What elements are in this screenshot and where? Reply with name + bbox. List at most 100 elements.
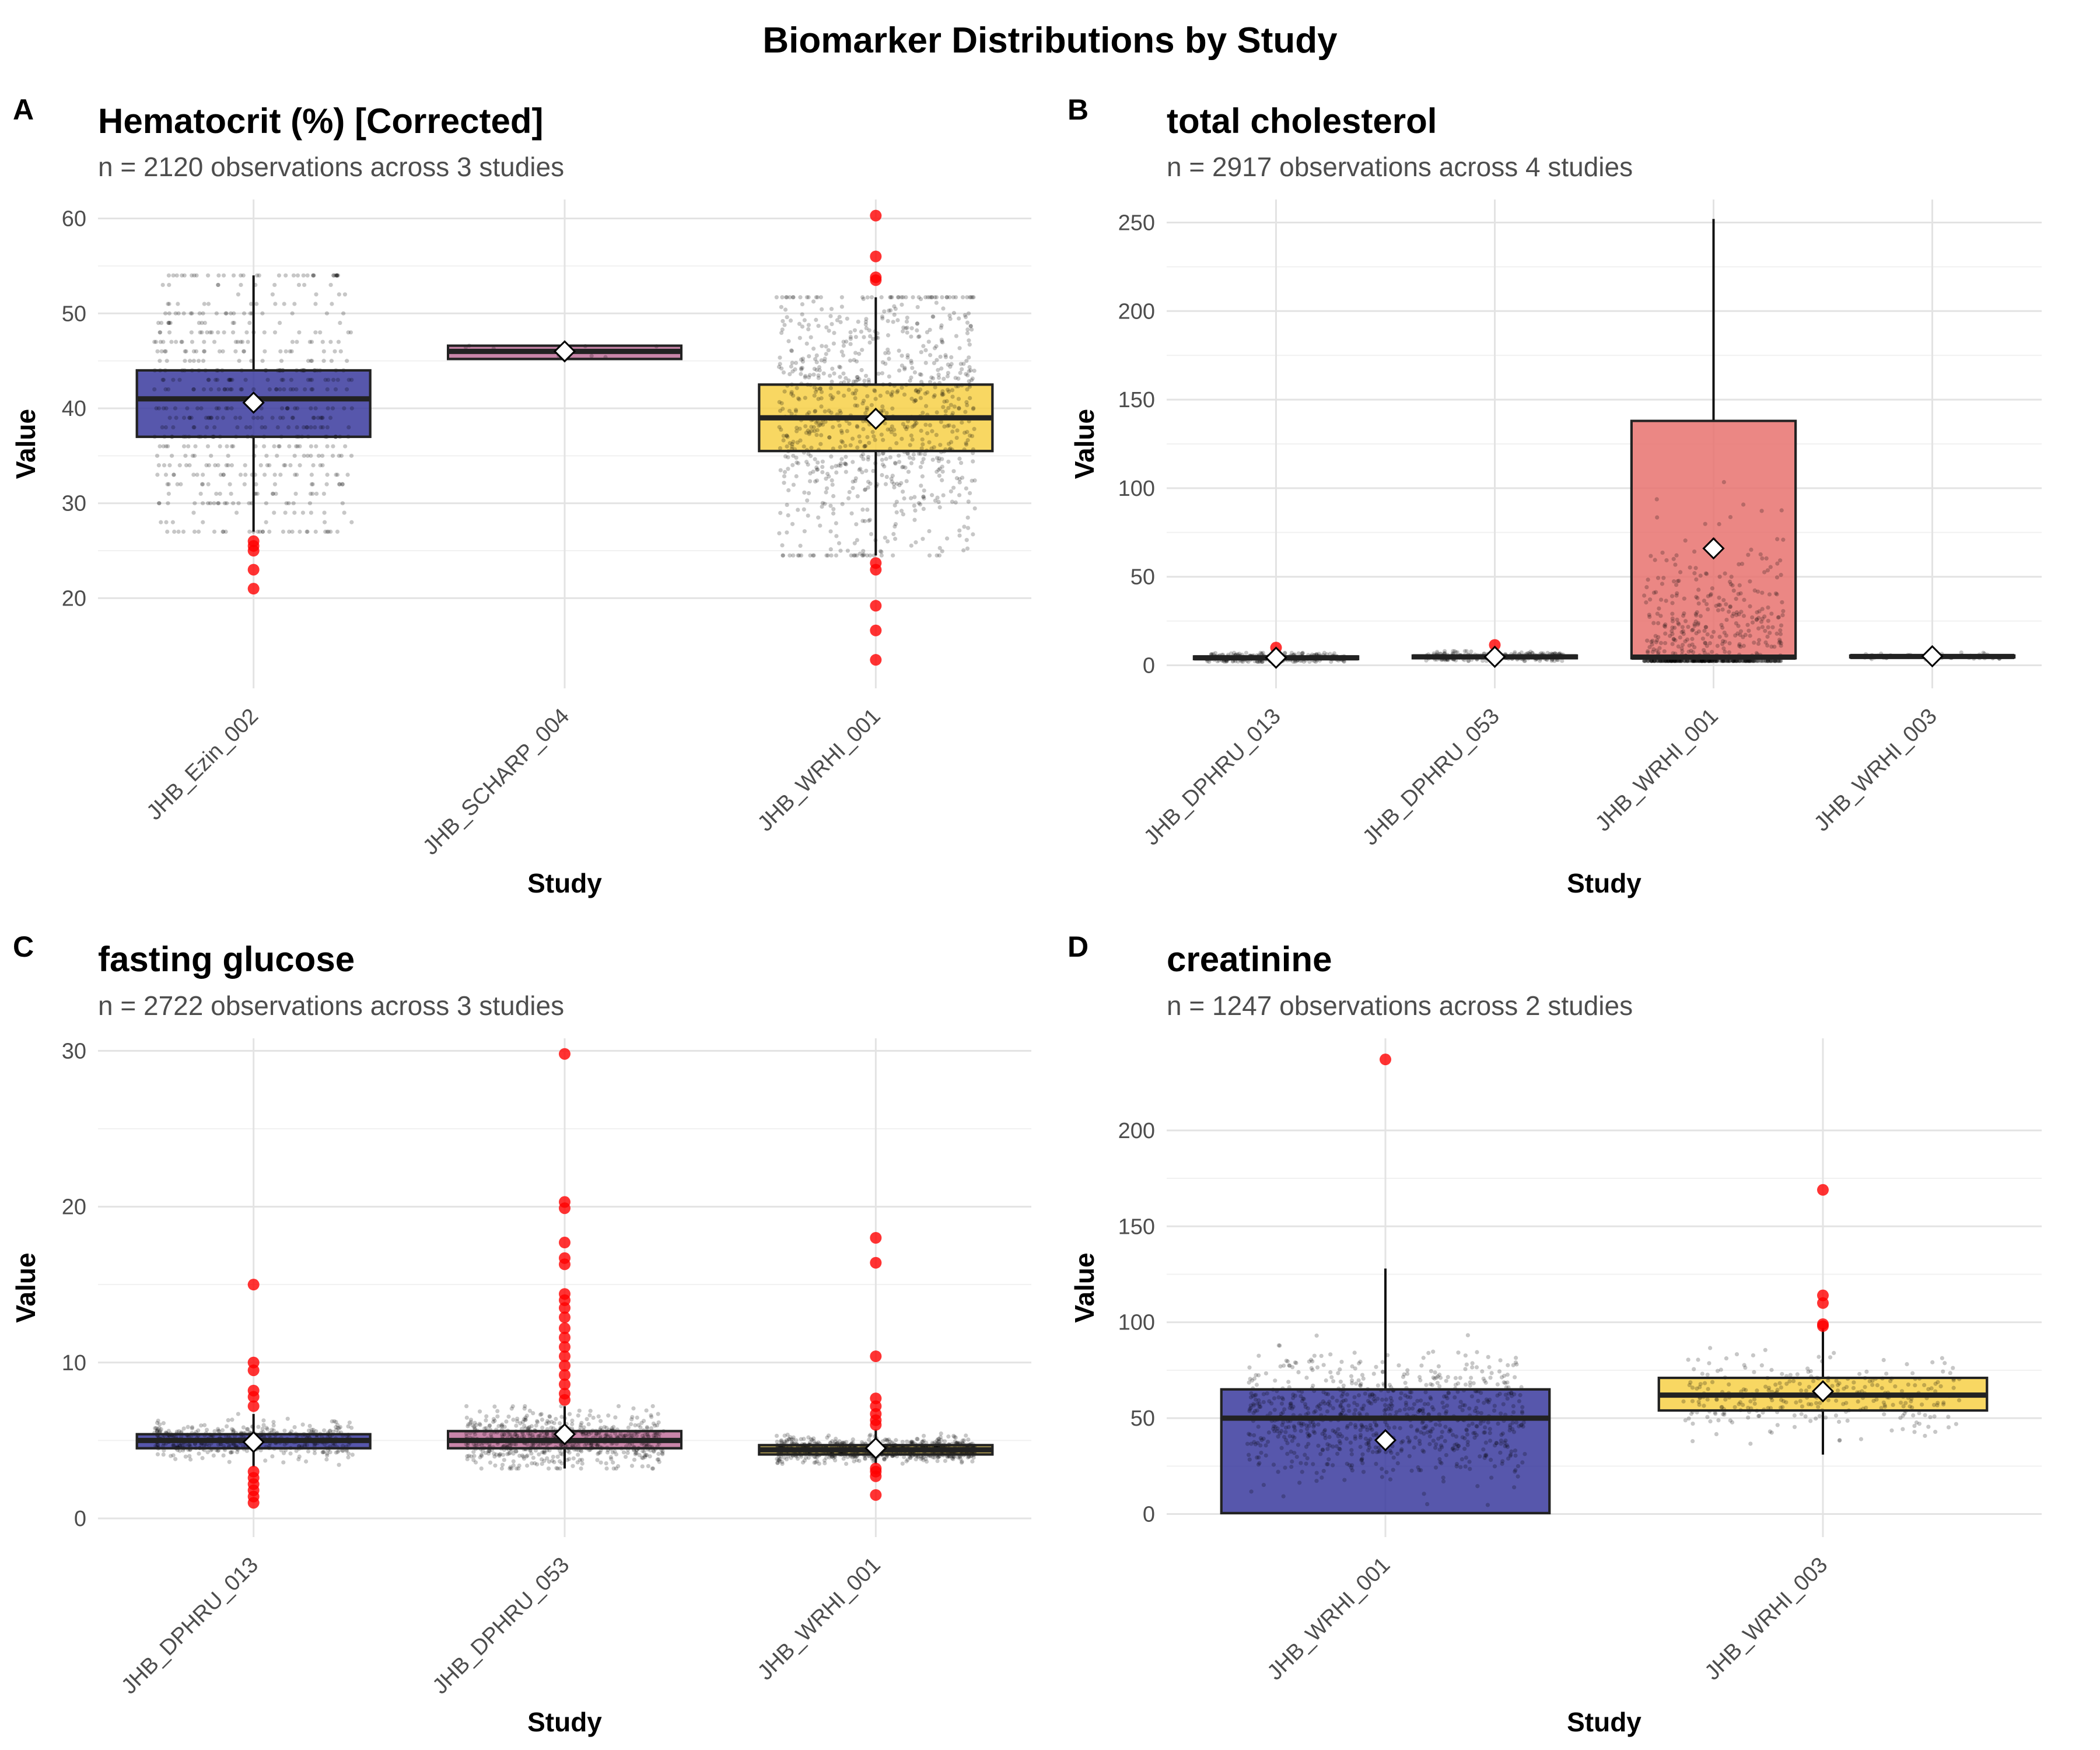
jitter-point — [876, 372, 881, 376]
jitter-point — [298, 444, 302, 449]
jitter-point — [218, 444, 222, 449]
jitter-point — [830, 397, 834, 401]
jitter-point — [173, 1457, 178, 1461]
jitter-point — [579, 1466, 583, 1471]
jitter-point — [158, 1422, 162, 1427]
jitter-point — [306, 377, 310, 382]
jitter-point — [937, 545, 942, 551]
jitter-point — [813, 479, 818, 484]
jitter-point — [806, 428, 810, 433]
jitter-point — [504, 1419, 509, 1424]
jitter-point — [191, 510, 196, 515]
jitter-point — [832, 371, 836, 376]
jitter-point — [276, 444, 281, 449]
x-tick-label: JHB_WRHI_001 — [1263, 1553, 1395, 1685]
jitter-point — [886, 347, 890, 352]
jitter-point — [326, 377, 331, 382]
jitter-point — [1670, 629, 1674, 634]
jitter-point — [1709, 634, 1714, 639]
outlier-point — [870, 1489, 882, 1501]
jitter-point — [944, 399, 949, 404]
jitter-point — [848, 358, 853, 363]
jitter-point — [160, 377, 165, 382]
jitter-point — [918, 464, 923, 470]
jitter-point — [1694, 577, 1699, 582]
panel-title: total cholesterol — [1167, 102, 1437, 141]
panel-title: Hematocrit (%) [Corrected] — [98, 102, 543, 141]
jitter-point — [873, 397, 878, 401]
jitter-point — [824, 486, 830, 491]
jitter-point — [297, 1454, 302, 1459]
jitter-point — [502, 1458, 506, 1462]
outlier-point — [870, 624, 882, 636]
jitter-point — [246, 340, 250, 344]
jitter-point — [217, 349, 222, 354]
jitter-point — [306, 1449, 311, 1454]
jitter-point — [963, 410, 968, 414]
jitter-point — [855, 424, 859, 429]
jitter-point — [295, 273, 300, 278]
jitter-point — [244, 330, 249, 335]
jitter-point — [960, 475, 965, 480]
jitter-point — [800, 359, 806, 364]
jitter-point — [153, 1426, 158, 1431]
jitter-point — [242, 349, 247, 354]
jitter-point — [309, 387, 314, 392]
jitter-point — [640, 1448, 645, 1454]
jitter-point — [293, 406, 298, 411]
jitter-point — [540, 1425, 545, 1430]
jitter-point — [191, 387, 196, 392]
jitter-point — [965, 438, 970, 443]
jitter-point — [864, 326, 869, 331]
jitter-point — [230, 1418, 235, 1422]
jitter-point — [1693, 619, 1698, 624]
jitter-point — [292, 510, 297, 515]
jitter-point — [181, 311, 186, 316]
jitter-point — [1678, 635, 1682, 640]
jitter-point — [482, 1432, 487, 1437]
y-tick-label: 150 — [1118, 388, 1155, 412]
jitter-point — [199, 1423, 204, 1428]
jitter-point — [845, 316, 849, 321]
jitter-point — [1660, 582, 1665, 586]
jitter-point — [339, 453, 344, 458]
jitter-point — [1658, 614, 1663, 618]
jitter-point — [591, 1415, 596, 1420]
jitter-point — [580, 1461, 584, 1466]
box-group-JHB_Ezin_002 — [135, 273, 372, 595]
jitter-point — [799, 1437, 803, 1441]
jitter-point — [814, 353, 819, 358]
jitter-point — [1662, 624, 1668, 629]
jitter-point — [209, 453, 214, 458]
jitter-point — [229, 491, 233, 496]
jitter-point — [163, 425, 168, 430]
jitter-point — [208, 330, 212, 335]
outlier-point — [559, 1237, 570, 1249]
jitter-point — [831, 494, 836, 499]
jitter-point — [971, 407, 975, 411]
jitter-point — [860, 470, 864, 475]
jitter-point — [789, 411, 794, 416]
jitter-point — [778, 408, 783, 413]
jitter-point — [812, 429, 817, 433]
jitter-point — [588, 1409, 593, 1413]
jitter-point — [191, 349, 197, 354]
jitter-point — [212, 425, 217, 430]
jitter-point — [350, 1452, 355, 1457]
jitter-point — [944, 295, 949, 300]
jitter-point — [940, 295, 944, 300]
jitter-point — [1662, 649, 1667, 654]
jitter-point — [864, 468, 869, 473]
jitter-point — [957, 533, 962, 538]
jitter-point — [204, 415, 208, 420]
jitter-point — [1686, 649, 1691, 654]
jitter-point — [839, 429, 844, 433]
jitter-point — [1692, 571, 1697, 576]
jitter-point — [314, 292, 318, 297]
jitter-point — [300, 510, 306, 515]
jitter-point — [957, 477, 962, 481]
jitter-point — [863, 322, 868, 327]
jitter-point — [270, 415, 275, 420]
jitter-point — [861, 553, 866, 558]
jitter-point — [1675, 579, 1680, 583]
